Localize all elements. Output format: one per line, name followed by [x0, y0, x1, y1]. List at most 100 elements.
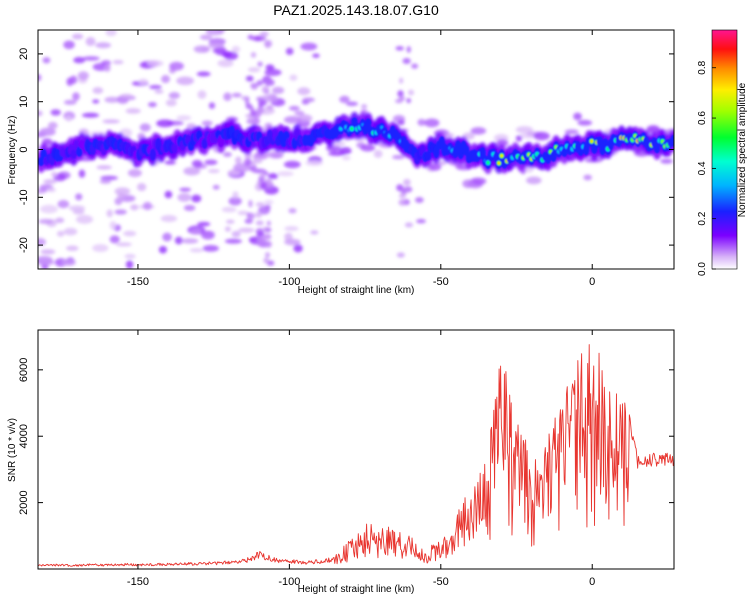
- spectral-speckle: [258, 103, 264, 109]
- spectral-speckle: [402, 58, 411, 64]
- spectral-speckle: [328, 151, 346, 156]
- spectral-speckle: [100, 175, 118, 181]
- spectral-speckle: [305, 160, 323, 166]
- colorbar-tick-label: 0.4: [697, 161, 708, 175]
- spectral-speckle: [397, 90, 404, 98]
- spectral-speckle: [244, 97, 250, 105]
- spectral-speckle: [104, 63, 111, 72]
- snr-y-tick-label: 4000: [18, 424, 30, 448]
- spectral-speckle: [176, 115, 192, 121]
- spectral-speckle: [247, 212, 255, 220]
- spectral-speckle: [396, 184, 404, 192]
- spectrogram-field: [38, 19, 674, 269]
- spectral-speckle: [81, 112, 100, 118]
- ridge-cell: [75, 146, 83, 157]
- spectral-speckle: [221, 30, 225, 31]
- spectral-speckle: [395, 46, 404, 51]
- spectral-speckle: [201, 230, 215, 240]
- spectral-speckle: [38, 238, 47, 246]
- spectral-speckle: [264, 252, 271, 258]
- spectral-speckle: [148, 101, 157, 108]
- spectral-speckle: [288, 208, 297, 214]
- spectral-speckle: [246, 75, 254, 82]
- spectral-speckle: [265, 78, 270, 87]
- spectral-speckle: [46, 187, 57, 193]
- spectral-speckle: [277, 171, 294, 177]
- spectral-speckle: [223, 92, 232, 102]
- spectral-speckle: [266, 152, 274, 158]
- spectrogram-y-tick-label: -20: [18, 237, 30, 253]
- spectral-speckle: [415, 197, 424, 203]
- spectral-speckle: [92, 99, 100, 104]
- spectral-speckle: [289, 74, 298, 81]
- spectral-speckle: [73, 56, 86, 64]
- spectral-speckle: [164, 190, 173, 199]
- spectral-speckle: [40, 249, 56, 255]
- spectral-speckle: [196, 71, 211, 77]
- spectral-speckle: [294, 110, 305, 116]
- spectral-speckle: [104, 96, 120, 103]
- spectral-speckle: [305, 19, 311, 28]
- spectral-speckle: [197, 221, 211, 227]
- spectral-speckle: [237, 210, 249, 216]
- spectral-speckle: [399, 77, 404, 84]
- spectral-speckle: [219, 23, 227, 29]
- spectral-speckle: [293, 244, 303, 253]
- spectral-speckle: [105, 30, 117, 37]
- spectral-speckle: [254, 36, 262, 41]
- ridge-peak: [497, 161, 501, 165]
- spectral-speckle: [208, 40, 225, 49]
- snr-x-label: Height of straight line (km): [298, 584, 415, 595]
- spectral-speckle: [255, 202, 265, 207]
- spectral-speckle: [42, 57, 51, 64]
- spectral-speckle: [191, 194, 202, 203]
- colorbar-frame: [711, 29, 738, 270]
- spectral-speckle: [130, 204, 139, 211]
- colorbar-label: Normalized spectral amplitude: [737, 82, 748, 217]
- spectral-speckle: [189, 248, 204, 253]
- spectral-speckle: [138, 78, 149, 85]
- spectral-speckle: [115, 242, 132, 247]
- spectral-speckle: [176, 76, 195, 86]
- spectral-speckle: [38, 74, 42, 82]
- spectral-speckle: [284, 232, 293, 241]
- colorbar-tick-label: 0.8: [697, 60, 708, 74]
- spectral-speckle: [85, 37, 96, 47]
- spectral-speckle: [38, 110, 43, 117]
- spectral-speckle: [114, 209, 127, 215]
- spectral-speckle: [264, 240, 273, 248]
- spectral-speckle: [221, 51, 232, 58]
- spectral-speckle: [244, 218, 253, 224]
- spectral-speckle: [416, 219, 426, 224]
- spectral-speckle: [78, 169, 86, 178]
- spectral-speckle: [398, 199, 407, 206]
- spectral-speckle: [392, 155, 405, 160]
- spectral-speckle: [106, 209, 113, 218]
- spectral-speckle: [428, 162, 442, 171]
- spectral-speckle: [149, 84, 162, 90]
- spectral-speckle: [109, 235, 120, 244]
- spectral-speckle: [75, 193, 83, 201]
- spectral-speckle: [63, 40, 75, 50]
- spectral-speckle: [212, 184, 220, 190]
- spectral-speckle: [496, 139, 509, 147]
- spectral-speckle: [174, 236, 183, 245]
- spectral-speckle: [75, 214, 94, 224]
- spectral-speckle: [57, 200, 70, 209]
- spectral-speckle: [154, 89, 164, 94]
- spectral-speckle: [310, 230, 319, 235]
- colorbar-tick-label: 0.2: [697, 211, 708, 225]
- ridge-peak: [590, 139, 593, 143]
- spectral-speckle: [515, 126, 534, 134]
- spectral-speckle: [462, 179, 475, 189]
- spectral-speckle: [202, 244, 220, 252]
- spectral-speckle: [406, 46, 411, 53]
- spectrogram-x-tick-label: -150: [127, 276, 149, 288]
- spectral-speckle: [112, 59, 124, 65]
- spectral-speckle: [204, 159, 218, 166]
- spectral-speckle: [265, 64, 275, 71]
- spectral-speckle: [231, 92, 242, 98]
- spectral-speckle: [189, 228, 202, 235]
